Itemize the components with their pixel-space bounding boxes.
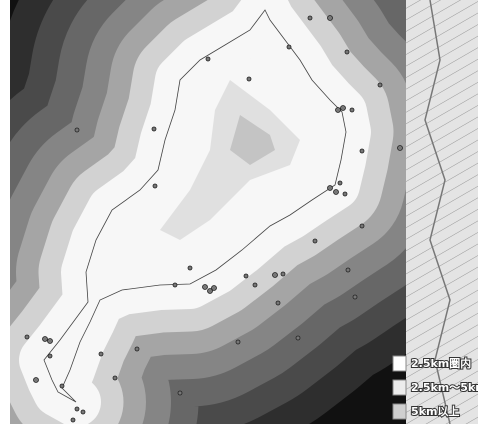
legend-swatch [393, 380, 406, 395]
page: {"legend": {"items": ["2.5km圏内", "2.5km～… [0, 0, 478, 424]
legend-label: 2.5km～5km [411, 381, 478, 394]
legend-swatch [393, 404, 406, 419]
map: 2.5km圏内 2.5km～5km 5km以上 [0, 0, 478, 424]
buffer-zones [10, 0, 406, 424]
legend-label: 5km以上 [411, 404, 459, 418]
legend-swatch [393, 356, 406, 371]
legend-label: 2.5km圏内 [411, 356, 471, 370]
